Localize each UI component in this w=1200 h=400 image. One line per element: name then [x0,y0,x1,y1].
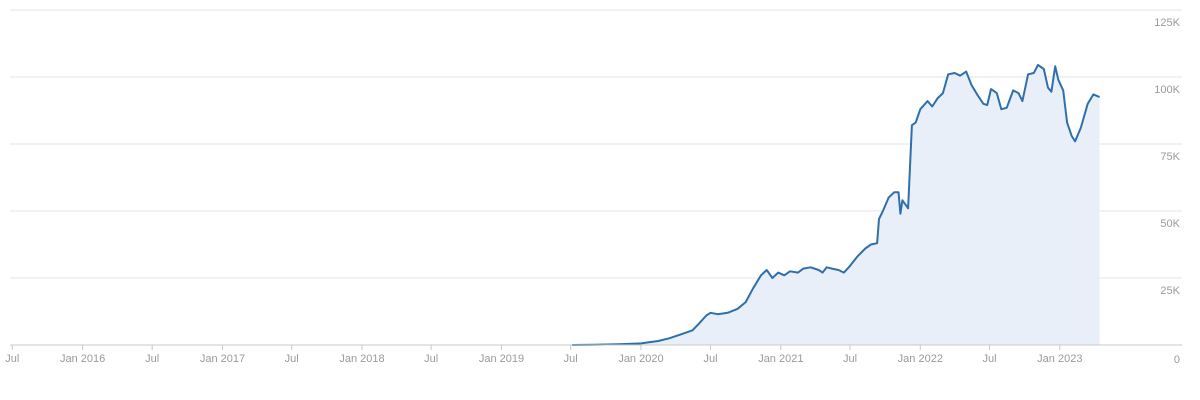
x-tick-label: Jan 2021 [758,353,803,365]
y-tick-label: 25K [1160,285,1180,297]
series-line [572,63,1100,346]
x-axis: Jul Jan 2016 Jul Jan 2017 Jul Jan 2018 Jul Jan … [5,344,1182,365]
series-area-fill [572,64,1100,346]
x-tick-label: Jan 2023 [1037,353,1082,365]
y-tick-label: 125K [1154,17,1180,29]
x-tick-label: Jul [703,353,717,365]
x-tick-label: Jul [145,353,159,365]
x-tick-label: Jan 2018 [339,353,384,365]
series-area [572,63,1100,346]
x-tick-label: Jul [982,353,996,365]
x-tick-label: Jul [285,353,299,365]
x-tick-label: Jul [843,353,857,365]
x-tick-label: Jan 2019 [479,353,524,365]
y-tick-label: 0 [1174,354,1180,366]
x-tick-label: Jan 2016 [60,353,105,365]
x-tick-label: Jul [5,353,19,365]
x-tick-label: Jan 2017 [200,353,245,365]
y-tick-label: 100K [1154,84,1180,96]
y-tick-label: 50K [1160,218,1180,230]
y-axis: 0 25K 50K 75K 100K 125K [1154,17,1180,366]
x-tick-label: Jan 2020 [618,353,663,365]
y-tick-label: 75K [1160,151,1180,163]
x-tick-label: Jul [564,353,578,365]
x-tick-label: Jan 2022 [898,353,943,365]
x-tick-label: Jul [424,353,438,365]
